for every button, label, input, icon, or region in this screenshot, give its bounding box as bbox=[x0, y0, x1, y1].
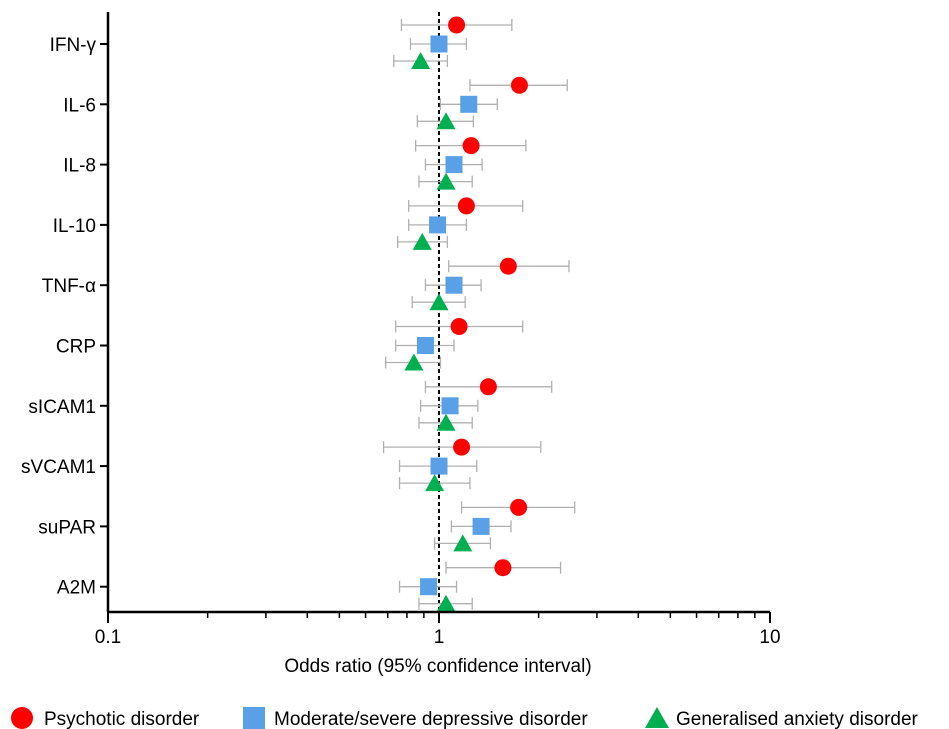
y-category-label: CRP bbox=[56, 337, 96, 358]
y-category-label: sVCAM1 bbox=[21, 457, 96, 478]
legend-label: Generalised anxiety disorder bbox=[676, 709, 919, 729]
axes bbox=[106, 12, 770, 614]
point-psychotic bbox=[510, 76, 528, 94]
point-psychotic bbox=[462, 137, 480, 155]
point-psychotic bbox=[450, 318, 468, 335]
point-psychotic bbox=[448, 16, 466, 34]
legend-circle-icon bbox=[11, 707, 33, 729]
point-estimate-layer bbox=[404, 16, 528, 612]
point-anxiety bbox=[436, 112, 456, 130]
y-category-label: IL-6 bbox=[63, 95, 96, 116]
x-tick-label: 1 bbox=[434, 627, 445, 648]
point-depressive bbox=[429, 216, 447, 234]
point-psychotic bbox=[479, 378, 497, 396]
point-anxiety bbox=[411, 52, 431, 69]
point-psychotic bbox=[499, 257, 517, 275]
legend: Psychotic disorder Moderate/severe depres… bbox=[11, 707, 919, 729]
point-anxiety bbox=[404, 353, 424, 371]
legend-square-icon bbox=[243, 707, 265, 729]
point-anxiety bbox=[425, 474, 445, 492]
y-category-label: IL-8 bbox=[63, 156, 96, 177]
x-axis-title: Odds ratio (95% confidence interval) bbox=[284, 656, 591, 677]
point-depressive bbox=[430, 457, 448, 475]
legend-label: Psychotic disorder bbox=[44, 709, 200, 729]
y-category-labels: IFN-γ IL-6 IL-8 IL-10 TNF-α CRP sICAM1 sVCAM1 su… bbox=[21, 35, 108, 599]
point-depressive bbox=[430, 35, 448, 53]
point-anxiety bbox=[436, 594, 456, 612]
point-depressive bbox=[441, 397, 459, 415]
y-category-label: sICAM1 bbox=[28, 397, 96, 418]
y-category-label: TNF-α bbox=[42, 276, 96, 297]
y-category-label: A2M bbox=[57, 578, 96, 599]
point-psychotic bbox=[453, 438, 471, 456]
point-psychotic bbox=[510, 498, 528, 516]
point-anxiety bbox=[436, 413, 456, 431]
y-category-label: IL-10 bbox=[53, 216, 96, 237]
legend-label: Moderate/severe depressive disorder bbox=[274, 709, 588, 729]
x-ticks: 0.1 1 10 bbox=[95, 612, 781, 648]
point-psychotic bbox=[457, 197, 475, 215]
point-anxiety bbox=[453, 534, 473, 552]
point-anxiety bbox=[436, 172, 456, 190]
point-anxiety bbox=[429, 293, 449, 311]
point-depressive bbox=[445, 276, 463, 294]
legend-triangle-icon bbox=[645, 707, 669, 728]
point-depressive bbox=[445, 156, 463, 174]
point-psychotic bbox=[494, 559, 512, 577]
y-category-label: IFN-γ bbox=[50, 35, 97, 56]
point-depressive bbox=[416, 337, 434, 354]
y-category-label: suPAR bbox=[38, 517, 96, 538]
x-tick-label: 0.1 bbox=[95, 627, 121, 648]
point-depressive bbox=[472, 517, 490, 535]
point-anxiety bbox=[412, 232, 432, 250]
x-tick-label: 10 bbox=[759, 627, 780, 648]
point-depressive bbox=[460, 95, 478, 113]
point-depressive bbox=[420, 578, 438, 596]
